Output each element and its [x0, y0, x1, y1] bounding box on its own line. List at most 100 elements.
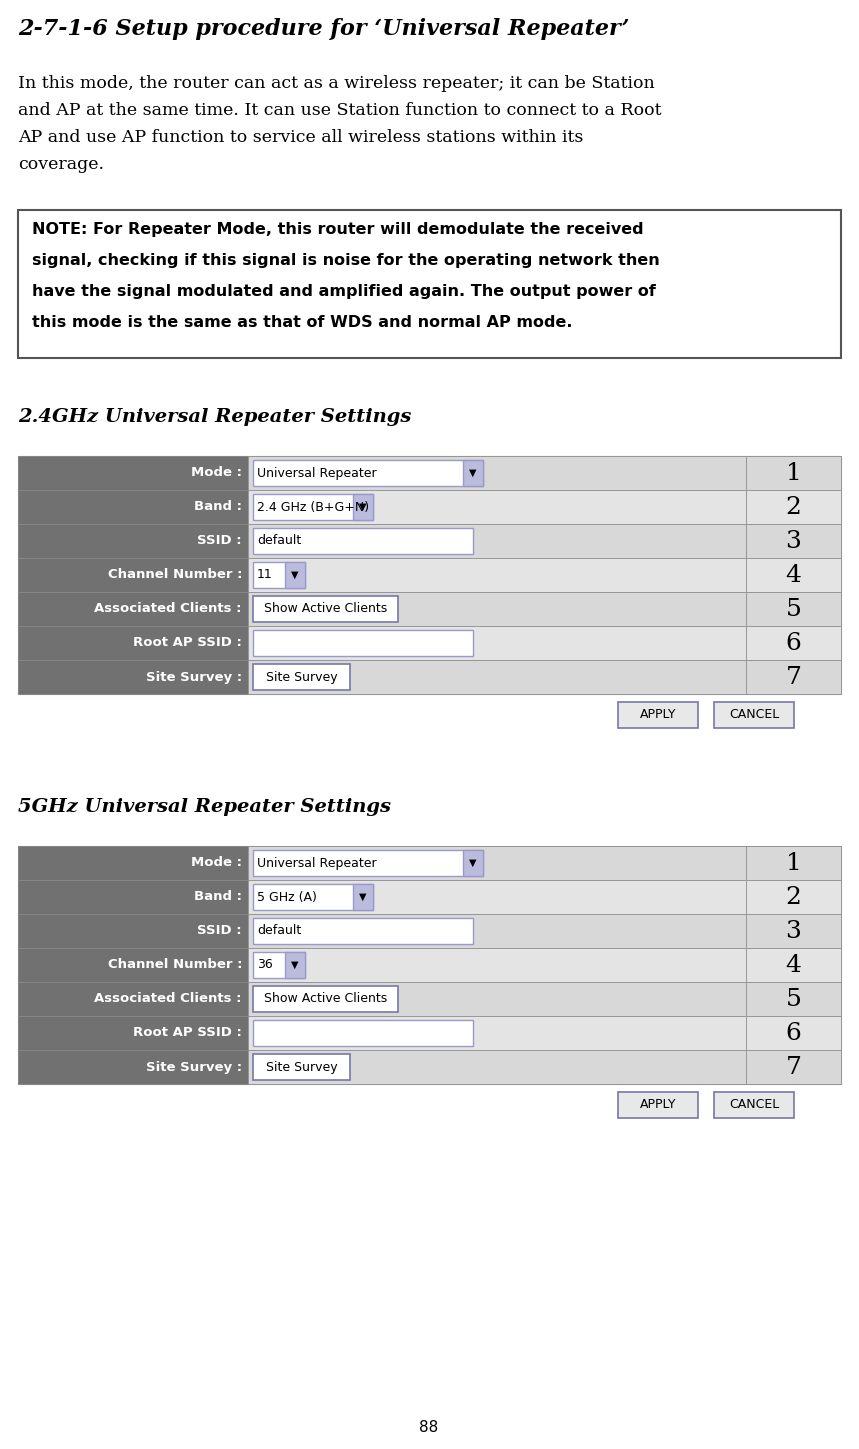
- Text: ▼: ▼: [359, 893, 367, 901]
- Bar: [18, 456, 841, 694]
- Bar: [248, 659, 746, 694]
- Text: 5: 5: [786, 988, 801, 1010]
- Text: Show Active Clients: Show Active Clients: [264, 993, 387, 1006]
- Text: Site Survey: Site Survey: [265, 1061, 338, 1074]
- Bar: [248, 948, 746, 982]
- Bar: [253, 494, 373, 520]
- Text: 3: 3: [786, 529, 801, 552]
- Bar: [746, 593, 841, 626]
- Text: this mode is the same as that of WDS and normal AP mode.: this mode is the same as that of WDS and…: [32, 314, 572, 330]
- Bar: [18, 846, 841, 1084]
- Bar: [746, 1051, 841, 1084]
- Bar: [353, 494, 373, 520]
- Text: APPLY: APPLY: [640, 709, 676, 722]
- Text: Universal Repeater: Universal Repeater: [257, 856, 376, 869]
- Bar: [18, 626, 248, 659]
- Text: APPLY: APPLY: [640, 1098, 676, 1111]
- Text: 88: 88: [419, 1420, 439, 1435]
- Text: 6: 6: [786, 1022, 801, 1045]
- Text: Site Survey :: Site Survey :: [146, 1061, 242, 1074]
- Bar: [253, 527, 473, 554]
- Bar: [746, 846, 841, 880]
- Text: 6: 6: [786, 632, 801, 655]
- Bar: [714, 1093, 794, 1119]
- Bar: [253, 952, 305, 978]
- Text: 2.4 GHz (B+G+N): 2.4 GHz (B+G+N): [257, 500, 369, 513]
- Bar: [248, 525, 746, 558]
- Bar: [248, 914, 746, 948]
- Text: Band :: Band :: [194, 500, 242, 513]
- Text: Site Survey: Site Survey: [265, 671, 338, 684]
- Bar: [248, 626, 746, 659]
- Text: Show Active Clients: Show Active Clients: [264, 603, 387, 616]
- Text: 7: 7: [786, 1055, 801, 1078]
- Bar: [18, 948, 248, 982]
- Text: ▼: ▼: [469, 858, 477, 868]
- Bar: [618, 1093, 698, 1119]
- Bar: [18, 1051, 248, 1084]
- Bar: [18, 490, 248, 525]
- Text: 11: 11: [257, 568, 273, 581]
- Bar: [253, 562, 305, 588]
- Bar: [248, 982, 746, 1016]
- Bar: [285, 562, 305, 588]
- Bar: [253, 630, 473, 656]
- Bar: [18, 914, 248, 948]
- Text: 2: 2: [786, 885, 801, 909]
- Text: 1: 1: [786, 461, 801, 484]
- Text: 2.4GHz Universal Repeater Settings: 2.4GHz Universal Repeater Settings: [18, 409, 411, 426]
- Text: 36: 36: [257, 958, 273, 971]
- Bar: [18, 558, 248, 593]
- Bar: [18, 456, 248, 490]
- Bar: [248, 846, 746, 880]
- Bar: [18, 593, 248, 626]
- Text: Mode :: Mode :: [191, 467, 242, 480]
- Text: default: default: [257, 924, 302, 938]
- Bar: [746, 558, 841, 593]
- Text: have the signal modulated and amplified again. The output power of: have the signal modulated and amplified …: [32, 284, 656, 298]
- Bar: [746, 914, 841, 948]
- Bar: [746, 626, 841, 659]
- Text: ▼: ▼: [291, 569, 299, 580]
- Text: AP and use AP function to service all wireless stations within its: AP and use AP function to service all wi…: [18, 129, 583, 146]
- Bar: [253, 459, 483, 485]
- Bar: [18, 525, 248, 558]
- Bar: [18, 982, 248, 1016]
- Bar: [18, 1016, 248, 1051]
- Text: NOTE: For Repeater Mode, this router will demodulate the received: NOTE: For Repeater Mode, this router wil…: [32, 222, 643, 238]
- Text: Root AP SSID :: Root AP SSID :: [133, 636, 242, 649]
- Text: coverage.: coverage.: [18, 156, 104, 172]
- Bar: [353, 884, 373, 910]
- Bar: [248, 1051, 746, 1084]
- Bar: [248, 558, 746, 593]
- Bar: [248, 593, 746, 626]
- Text: signal, checking if this signal is noise for the operating network then: signal, checking if this signal is noise…: [32, 254, 660, 268]
- Bar: [248, 1016, 746, 1051]
- Text: SSID :: SSID :: [198, 924, 242, 938]
- Text: default: default: [257, 535, 302, 548]
- Bar: [253, 884, 373, 910]
- Bar: [253, 1053, 350, 1080]
- Bar: [746, 982, 841, 1016]
- Text: CANCEL: CANCEL: [729, 1098, 779, 1111]
- Text: ▼: ▼: [469, 468, 477, 478]
- Bar: [618, 701, 698, 727]
- Bar: [746, 456, 841, 490]
- Bar: [463, 459, 483, 485]
- Bar: [18, 880, 248, 914]
- Bar: [18, 210, 841, 358]
- Bar: [253, 664, 350, 690]
- Bar: [18, 659, 248, 694]
- Text: Band :: Band :: [194, 891, 242, 904]
- Text: 4: 4: [786, 953, 801, 977]
- Text: Site Survey :: Site Survey :: [146, 671, 242, 684]
- Bar: [746, 490, 841, 525]
- Text: ▼: ▼: [359, 501, 367, 511]
- Bar: [253, 596, 398, 622]
- Bar: [746, 948, 841, 982]
- Text: Associated Clients :: Associated Clients :: [94, 603, 242, 616]
- Text: 7: 7: [786, 665, 801, 688]
- Text: 1: 1: [786, 852, 801, 875]
- Bar: [746, 880, 841, 914]
- Bar: [253, 851, 483, 877]
